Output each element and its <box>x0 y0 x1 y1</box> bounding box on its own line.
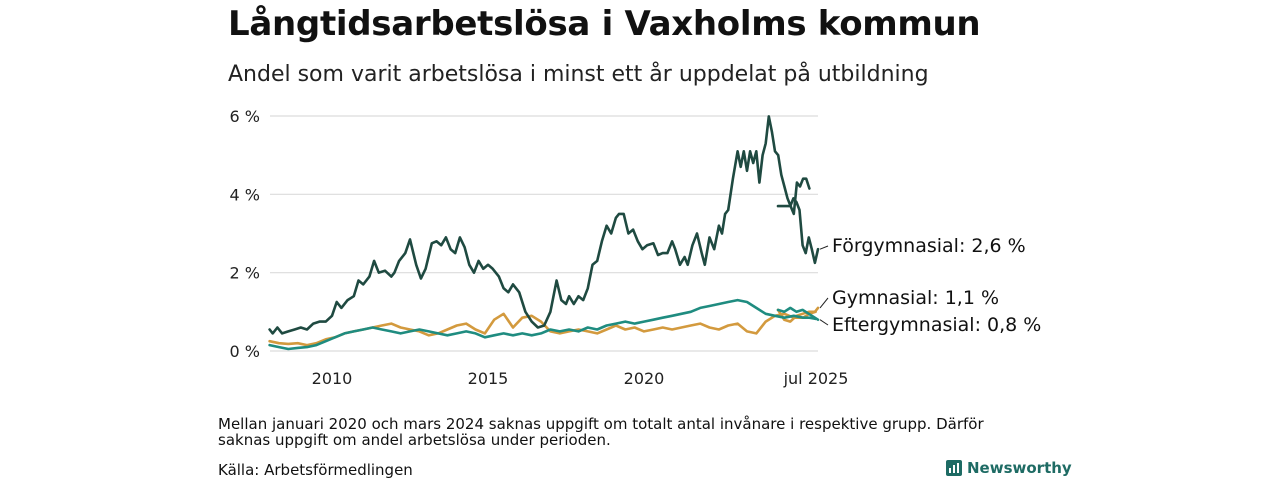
series-line-forgymnasial <box>776 197 820 265</box>
x-tick-label: jul 2025 <box>783 369 849 388</box>
series-label-forgymnasial: Förgymnasial: 2,6 % <box>832 235 1026 257</box>
series-line-eftergymnasial <box>776 306 820 321</box>
newsworthy-icon <box>946 460 962 476</box>
x-tick-label: 2020 <box>624 369 665 388</box>
series-label-eftergymnasial: Eftergymnasial: 0,8 % <box>832 314 1041 336</box>
series-lines <box>268 115 820 351</box>
series-line-eftergymnasial <box>268 298 817 351</box>
y-tick-label: 0 % <box>230 342 260 361</box>
brand-logo: Newsworthy <box>946 458 1072 478</box>
x-axis-ticks: 2010 2015 2020 jul 2025 <box>312 369 849 388</box>
y-tick-label: 2 % <box>230 264 260 283</box>
chart-subtitle: Andel som varit arbetslösa i minst ett å… <box>228 62 929 87</box>
line-chart: 0 % 2 % 4 % 6 % 2010 2015 2020 jul 2025 Gymnas… <box>230 107 1042 388</box>
label-leader-forgymnasial <box>819 245 829 250</box>
series-line-forgymnasial <box>268 115 811 335</box>
series-end-labels: Gymnasial: 1,1 % Eftergymnasial: 0,8 % För… <box>819 235 1041 336</box>
label-leader-eftergymnasial <box>819 319 829 326</box>
gridlines <box>270 115 818 352</box>
x-tick-label: 2010 <box>312 369 353 388</box>
series-line-gymnasial <box>268 310 817 347</box>
y-tick-label: 4 % <box>230 185 260 204</box>
series-label-gymnasial: Gymnasial: 1,1 % <box>832 287 999 309</box>
label-leader-gymnasial <box>819 297 829 309</box>
series-line-gymnasial <box>776 306 820 323</box>
source-note: Källa: Arbetsförmedlingen <box>218 461 413 479</box>
y-tick-label: 6 % <box>230 107 260 126</box>
brand-name: Newsworthy <box>967 459 1072 477</box>
chart-title: Långtidsarbetslösa i Vaxholms kommun <box>228 4 981 44</box>
x-tick-label: 2015 <box>468 369 509 388</box>
footnote: Mellan januari 2020 och mars 2024 saknas… <box>218 415 984 449</box>
y-axis-ticks: 0 % 2 % 4 % 6 % <box>230 107 260 361</box>
